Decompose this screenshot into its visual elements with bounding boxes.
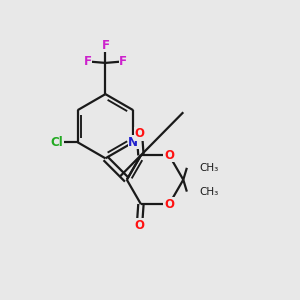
Text: Cl: Cl bbox=[50, 136, 63, 149]
Text: O: O bbox=[164, 149, 174, 162]
Text: N: N bbox=[128, 136, 138, 149]
Text: F: F bbox=[119, 55, 127, 68]
Text: CH₃: CH₃ bbox=[200, 163, 219, 173]
Text: CH₃: CH₃ bbox=[200, 187, 219, 196]
Text: O: O bbox=[164, 198, 174, 211]
Text: F: F bbox=[84, 55, 92, 68]
Text: F: F bbox=[101, 39, 110, 52]
Text: O: O bbox=[134, 128, 144, 140]
Text: O: O bbox=[134, 219, 144, 232]
